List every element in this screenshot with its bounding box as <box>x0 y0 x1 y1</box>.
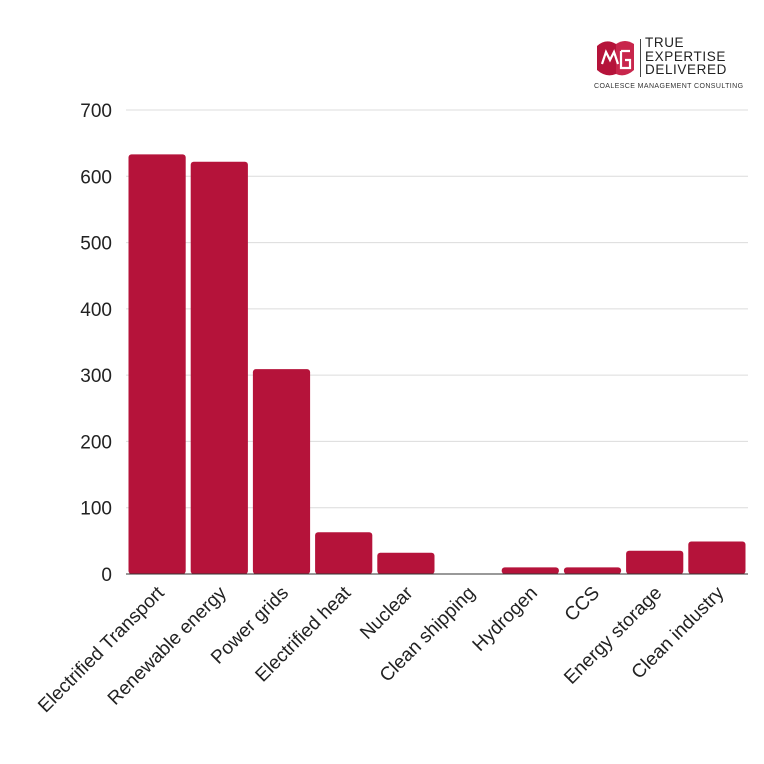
logo-subtitle: COALESCE MANAGEMENT CONSULTING <box>594 83 744 90</box>
logo-line-2: EXPERTISE <box>645 48 726 64</box>
y-tick-label: 300 <box>80 366 112 387</box>
y-axis-ticks: 0 100 200 300 400 500 600 700 <box>80 101 112 586</box>
logo-mark-icon <box>597 41 634 76</box>
bar <box>626 550 684 574</box>
bar <box>563 567 622 574</box>
bar <box>501 567 559 574</box>
logo-line-1: TRUE <box>645 35 685 50</box>
logo-divider <box>640 39 641 77</box>
y-tick-label: 0 <box>101 565 112 586</box>
y-tick-label: 100 <box>80 499 112 520</box>
x-tick-label: Renewable energy <box>104 582 231 709</box>
logo-line-3: DELIVERED <box>645 62 727 77</box>
bar <box>190 161 248 574</box>
y-tick-label: 500 <box>80 234 112 255</box>
x-tick-label: CCS <box>561 583 604 626</box>
bar <box>128 154 186 574</box>
x-tick-label: Nuclear <box>356 582 418 644</box>
bar <box>315 532 373 574</box>
company-logo: TRUE EXPERTISE DELIVERED COALESCE MANAGE… <box>594 36 744 96</box>
logo-tagline: TRUE EXPERTISE DELIVERED <box>645 36 727 77</box>
y-tick-label: 600 <box>80 167 112 188</box>
y-tick-label: 700 <box>80 101 112 122</box>
bar <box>377 552 435 574</box>
bars <box>128 154 746 574</box>
bar <box>252 369 311 574</box>
x-tick-label: Hydrogen <box>469 583 542 656</box>
bar <box>688 541 746 574</box>
y-tick-label: 200 <box>80 432 112 453</box>
y-tick-label: 400 <box>80 300 112 321</box>
